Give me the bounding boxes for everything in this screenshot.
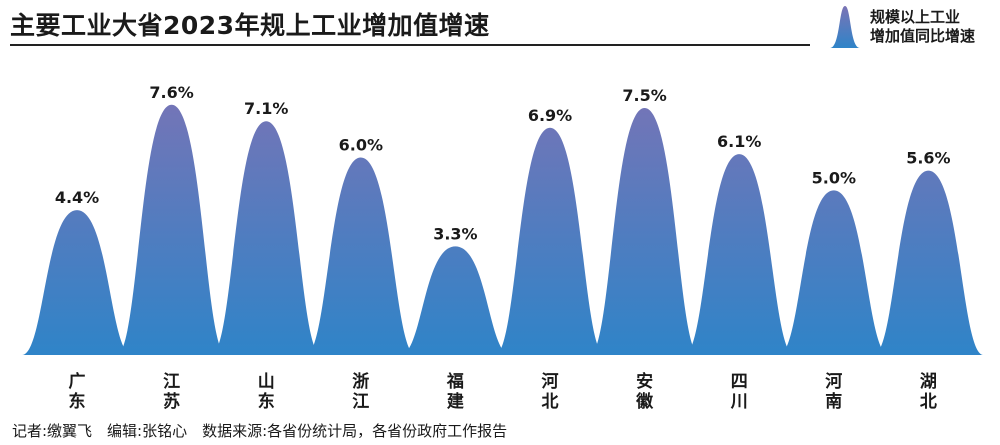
legend-line-1: 规模以上工业 (870, 8, 961, 26)
data-label-1: 4.4% (55, 188, 99, 207)
credits-footer: 记者:缴翼飞 编辑:张铭心 数据来源:各省份统计局，各省份政府工作报告 (12, 422, 508, 440)
data-label-7: 7.5% (622, 86, 666, 105)
bell-6 (495, 127, 605, 355)
bell-8 (684, 154, 795, 355)
bell-2 (116, 104, 227, 355)
category-label-1: 广东 (68, 372, 86, 412)
bell-9 (778, 190, 889, 355)
data-label-5: 3.3% (433, 224, 477, 243)
legend-swatch (830, 6, 860, 48)
category-label-4: 浙江 (352, 372, 370, 412)
data-label-6: 6.9% (528, 106, 572, 125)
bell-5 (400, 246, 511, 355)
data-label-10: 5.6% (906, 149, 950, 168)
title-divider (10, 44, 810, 46)
bell-4 (305, 157, 416, 355)
category-label-3: 山东 (257, 372, 275, 412)
chart-title: 主要工业大省2023年规上工业增加值增速 (10, 11, 490, 40)
data-label-9: 5.0% (812, 168, 856, 187)
legend-line-2: 增加值同比增速 (870, 27, 976, 45)
category-label-10: 湖北 (919, 372, 937, 412)
category-label-9: 河南 (825, 372, 843, 412)
category-label-7: 安徽 (636, 372, 654, 412)
category-label-2: 江苏 (163, 372, 181, 412)
data-label-3: 7.1% (244, 99, 288, 118)
bell-3 (211, 121, 322, 355)
category-label-5: 福建 (446, 372, 464, 412)
bell-chart: 4.4% 7.6% 7.1% 6.0% 3.3% 6.9% 7.5% 6.1% 5.0% 5.6% (22, 83, 984, 355)
data-label-8: 6.1% (717, 132, 761, 151)
bell-10 (873, 170, 984, 355)
legend: 规模以上工业 增加值同比增速 (826, 6, 996, 48)
data-label-2: 7.6% (149, 83, 193, 102)
legend-label: 规模以上工业 增加值同比增速 (870, 8, 975, 46)
data-label-4: 6.0% (339, 135, 383, 154)
category-label-8: 四川 (730, 372, 748, 412)
category-axis: 广东 江苏 山东 浙江 福建 河北 安徽 四川 河南 湖北 (0, 372, 1000, 414)
bell-7 (589, 108, 700, 355)
category-label-6: 河北 (541, 372, 559, 412)
bell-1 (22, 210, 132, 355)
